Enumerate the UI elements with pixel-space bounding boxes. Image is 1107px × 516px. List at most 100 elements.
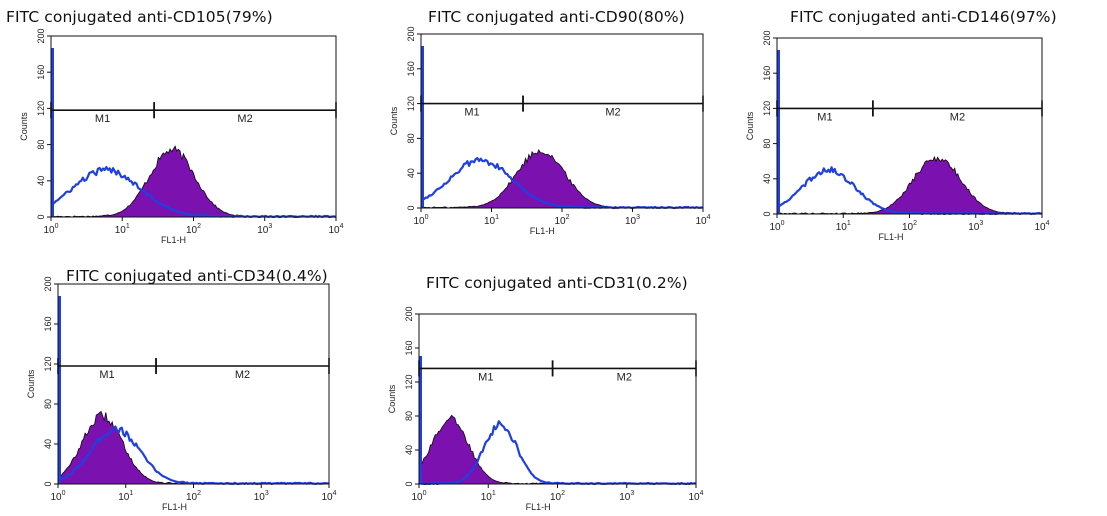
x-tick-label: 103 [619, 490, 634, 503]
x-tick-label: 102 [186, 490, 201, 503]
marker-label: M2 [605, 107, 620, 119]
x-tick-label: 101 [836, 220, 851, 233]
antibody-histogram-series [420, 149, 704, 209]
isotype-histogram-series [57, 425, 330, 486]
y-tick-label: 200 [762, 30, 772, 45]
x-tick-label: 101 [481, 490, 496, 503]
x-tick-label: 100 [50, 490, 65, 503]
marker-label: M1 [99, 369, 114, 381]
x-tick-label: 103 [625, 214, 640, 227]
chart-title: FITC conjugated anti-CD34(0.4%) [66, 267, 328, 285]
histogram-panel-cd90: FITC conjugated anti-CD90(80%) M1 M2 100 10… [370, 0, 730, 250]
x-tick-label: 103 [254, 490, 269, 503]
y-tick-label: 0 [36, 214, 46, 219]
y-axis-label: Counts [26, 369, 36, 398]
x-tick-label: 102 [554, 214, 569, 227]
histogram-plot: M1 M2 100 101 102 103 104 0 40 80 120 160 200 FL1-H Co… [19, 28, 344, 245]
y-axis-label: Counts [745, 111, 755, 140]
y-tick-label: 160 [36, 65, 46, 80]
marker-gate-m1: M1 [50, 102, 155, 125]
x-tick-label: 101 [115, 223, 130, 236]
y-tick-label: 120 [404, 374, 414, 389]
marker-label: M2 [617, 371, 632, 383]
y-tick-label: 200 [36, 28, 46, 43]
y-tick-label: 80 [36, 140, 46, 150]
histogram-panel-cd31: FITC conjugated anti-CD31(0.2%) M1 M2 100 1… [372, 262, 742, 516]
marker-label: M1 [817, 111, 832, 123]
x-axis-label: FL1-H [878, 232, 903, 242]
y-tick-label: 40 [43, 439, 53, 449]
x-axis-label: FL1-H [162, 502, 187, 512]
y-tick-label: 80 [404, 411, 414, 421]
chart-title: FITC conjugated anti-CD146(97%) [790, 8, 1057, 26]
histogram-plot: M1 M2 100 101 102 103 104 0 40 80 120 160 200 FL1-H Co… [387, 306, 704, 512]
x-tick-label: 104 [695, 214, 710, 227]
y-tick-label: 200 [43, 276, 53, 291]
y-tick-label: 80 [762, 139, 772, 149]
x-tick-label: 102 [902, 220, 917, 233]
marker-label: M1 [464, 107, 479, 119]
marker-label: M1 [95, 113, 110, 125]
chart-title: FITC conjugated anti-CD105(79%) [6, 8, 273, 26]
y-tick-label: 0 [404, 481, 414, 486]
x-tick-label: 102 [186, 223, 201, 236]
chart-title: FITC conjugated anti-CD31(0.2%) [426, 274, 688, 292]
y-tick-label: 120 [406, 96, 416, 111]
y-tick-label: 40 [36, 176, 46, 186]
histogram-panel-cd146: FITC conjugated anti-CD146(97%) M1 M2 100 1… [737, 0, 1107, 250]
x-tick-label: 102 [550, 490, 565, 503]
x-tick-label: 101 [118, 490, 133, 503]
x-tick-label: 104 [688, 490, 703, 503]
x-axis-label: FL1-H [526, 502, 551, 512]
marker-gate-m2: M2 [551, 360, 697, 383]
x-tick-label: 100 [769, 220, 784, 233]
y-tick-label: 120 [43, 356, 53, 371]
histogram-plot: M1 M2 100 101 102 103 104 0 40 80 120 160 200 FL1-H Co… [26, 276, 337, 512]
isotype-histogram-series [50, 166, 337, 219]
x-tick-label: 100 [43, 223, 58, 236]
marker-gate-m2: M2 [872, 100, 1043, 123]
antibody-histogram-series [418, 414, 697, 485]
marker-gate-m1: M1 [420, 95, 524, 119]
histogram-panel-cd105: FITC conjugated anti-CD105(79%) M1 M2 100 1… [0, 0, 360, 250]
histogram-plot: M1 M2 100 101 102 103 104 0 40 80 120 160 200 FL1-H Co… [745, 30, 1050, 242]
x-tick-label: 103 [257, 223, 272, 236]
y-tick-label: 200 [404, 306, 414, 321]
y-tick-label: 80 [406, 133, 416, 143]
y-tick-label: 40 [404, 445, 414, 455]
x-tick-label: 100 [411, 490, 426, 503]
y-axis-label: Counts [389, 106, 399, 135]
marker-gate-m2: M2 [155, 358, 330, 381]
marker-gate-m1: M1 [57, 358, 157, 381]
x-axis-label: FL1-H [161, 235, 186, 245]
y-tick-label: 160 [404, 340, 414, 355]
marker-gate-m2: M2 [522, 95, 704, 119]
marker-gate-m1: M1 [776, 100, 874, 123]
y-axis-label: Counts [387, 384, 397, 413]
x-tick-label: 100 [413, 214, 428, 227]
x-tick-label: 103 [968, 220, 983, 233]
chart-title: FITC conjugated anti-CD90(80%) [428, 8, 685, 26]
y-tick-label: 160 [762, 66, 772, 81]
antibody-histogram-series [57, 410, 330, 485]
y-tick-label: 120 [762, 101, 772, 116]
y-tick-label: 40 [406, 168, 416, 178]
x-tick-label: 104 [328, 223, 343, 236]
y-tick-label: 160 [406, 61, 416, 76]
y-tick-label: 200 [406, 26, 416, 41]
y-tick-label: 0 [43, 481, 53, 486]
marker-label: M2 [235, 369, 250, 381]
marker-gate-m1: M1 [418, 360, 554, 383]
antibody-histogram-series [776, 155, 1043, 215]
y-tick-label: 0 [406, 205, 416, 210]
y-tick-label: 0 [762, 211, 772, 216]
histogram-plot: M1 M2 100 101 102 103 104 0 40 80 120 160 200 FL1-H Co… [389, 26, 711, 236]
y-tick-label: 80 [43, 399, 53, 409]
x-tick-label: 101 [484, 214, 499, 227]
x-tick-label: 104 [321, 490, 336, 503]
y-tick-label: 40 [762, 174, 772, 184]
x-tick-label: 104 [1034, 220, 1049, 233]
marker-label: M2 [950, 111, 965, 123]
y-tick-label: 160 [43, 316, 53, 331]
marker-label: M2 [237, 113, 252, 125]
